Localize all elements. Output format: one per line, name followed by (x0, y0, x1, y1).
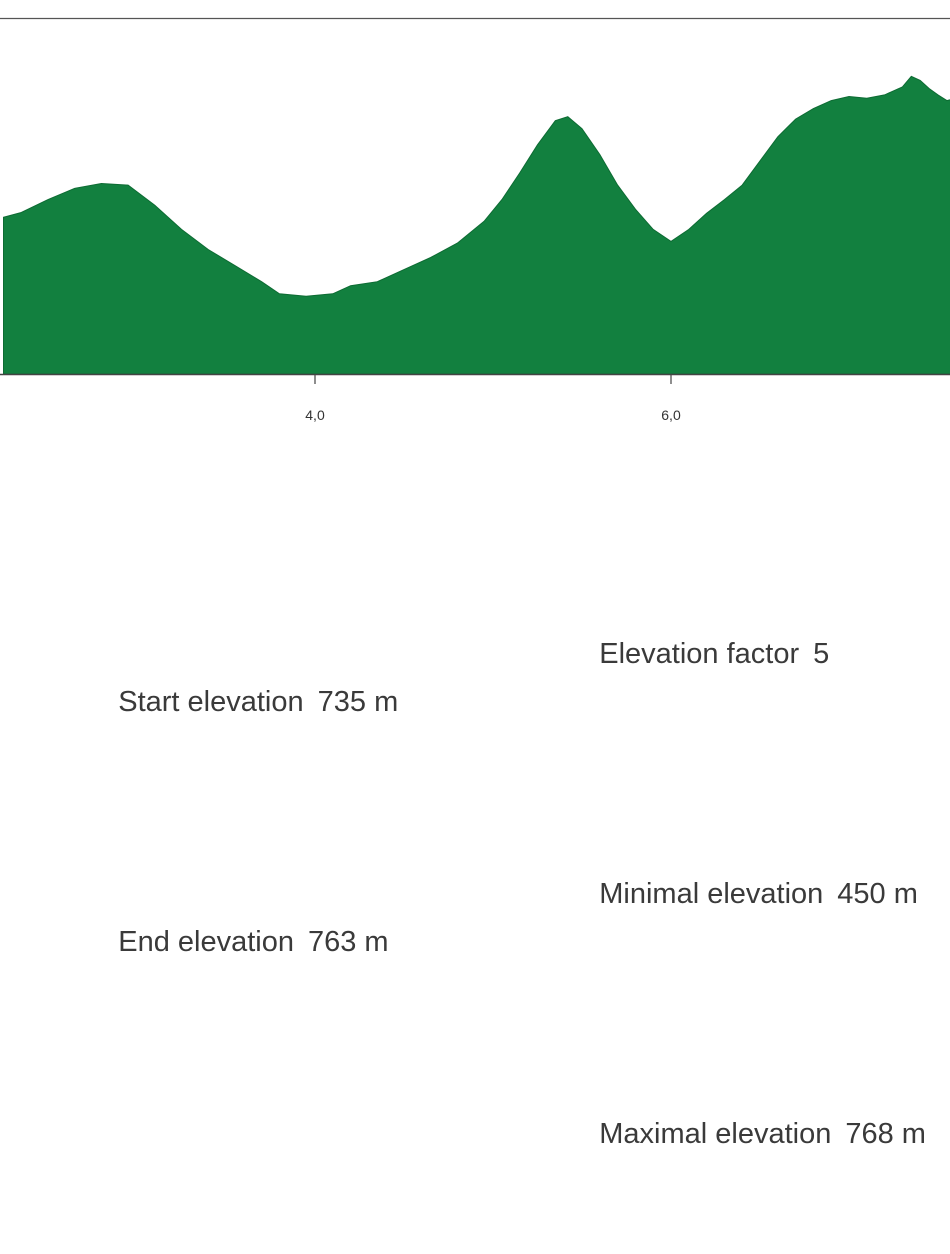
elevation-factor-value: 5 (813, 630, 829, 678)
maximal-elevation-label: Maximal elevation (599, 1110, 831, 1158)
maximal-elevation-value: 768 m (845, 1110, 926, 1158)
stats-right-column: Elevation factor 5 Minimal elevation 450 m… (567, 486, 926, 1254)
start-elevation-value: 735 m (318, 678, 399, 726)
end-elevation-row: End elevation 763 m (86, 870, 398, 1014)
x-tick-label-6: 6,0 (661, 407, 681, 423)
start-elevation-label: Start elevation (118, 678, 303, 726)
maximal-elevation-row: Maximal elevation 768 m (567, 1062, 926, 1206)
elevation-factor-row: Elevation factor 5 (567, 582, 926, 726)
end-elevation-value: 763 m (308, 918, 389, 966)
elevation-area (4, 76, 950, 374)
minimal-elevation-label: Minimal elevation (599, 870, 823, 918)
minimal-elevation-value: 450 m (837, 870, 918, 918)
start-elevation-row: Start elevation 735 m (86, 630, 398, 774)
end-elevation-label: End elevation (118, 918, 294, 966)
minimal-elevation-row: Minimal elevation 450 m (567, 822, 926, 966)
x-tick-label-4: 4,0 (305, 407, 325, 423)
elevation-factor-label: Elevation factor (599, 630, 799, 678)
stats-left-column: Start elevation 735 m End elevation 763 m (86, 534, 398, 1062)
